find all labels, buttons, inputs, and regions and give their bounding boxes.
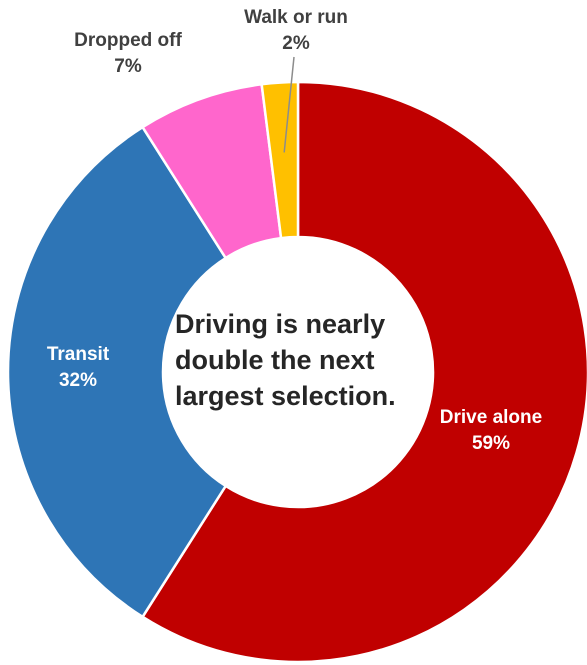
label-dropped-off: Dropped off: [74, 30, 182, 51]
slice-walk-or-run: [260, 80, 300, 240]
value-dropped-off: 7%: [114, 56, 142, 77]
slice-labels: Drive alone 59% Transit 32% Dropped off 7% Wal…: [47, 7, 542, 454]
value-walk-or-run: 2%: [282, 33, 310, 54]
label-walk-or-run: Walk or run: [244, 7, 348, 28]
leader-line-walk-or-run: [283, 56, 295, 153]
center-annotation: Driving is nearly double the next larges…: [175, 309, 396, 411]
value-transit: 32%: [59, 370, 97, 391]
label-transit: Transit: [47, 344, 110, 365]
value-drive-alone: 59%: [472, 433, 510, 454]
label-drive-alone: Drive alone: [440, 407, 542, 428]
slice-transit: [6, 125, 228, 619]
slice-drive-alone: [140, 80, 587, 664]
donut-slices: [6, 80, 587, 664]
